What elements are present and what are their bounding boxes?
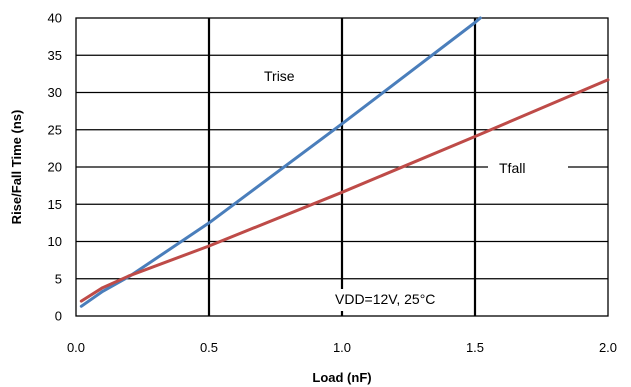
y-tick-label: 0 — [55, 309, 62, 324]
y-axis-title: Rise/Fall Time (ns) — [9, 110, 24, 225]
y-tick-label: 30 — [48, 85, 62, 100]
y-tick-label: 15 — [48, 197, 62, 212]
label-background — [244, 62, 314, 88]
x-tick-label: 2.0 — [599, 340, 617, 355]
y-tick-label: 35 — [48, 48, 62, 63]
x-axis-title: Load (nF) — [312, 370, 371, 385]
series-label-trise: Trise — [264, 68, 295, 84]
x-tick-labels: 0.0 0.5 1.0 1.5 2.0 — [67, 340, 617, 355]
y-tick-label: 5 — [55, 271, 62, 286]
x-tick-label: 1.5 — [466, 340, 484, 355]
y-tick-label: 40 — [48, 11, 62, 26]
plot-area-border — [75, 17, 609, 317]
y-tick-label: 10 — [48, 234, 62, 249]
label-background — [330, 289, 472, 311]
annotation-conditions: VDD=12V, 25°C — [335, 291, 435, 307]
x-tick-label: 0.5 — [200, 340, 218, 355]
y-tick-label: 25 — [48, 122, 62, 137]
series-line-trise — [79, 16, 482, 308]
y-tick-labels: 0 5 10 15 20 25 30 35 40 — [48, 11, 62, 324]
x-tick-label: 0.0 — [67, 340, 85, 355]
series-label-tfall: Tfall — [499, 160, 525, 176]
series-layer — [79, 16, 610, 308]
label-background — [488, 155, 568, 181]
series-line-tfall — [79, 78, 610, 303]
grid-lines — [76, 18, 608, 316]
x-tick-label: 1.0 — [333, 340, 351, 355]
y-tick-label: 20 — [48, 160, 62, 175]
